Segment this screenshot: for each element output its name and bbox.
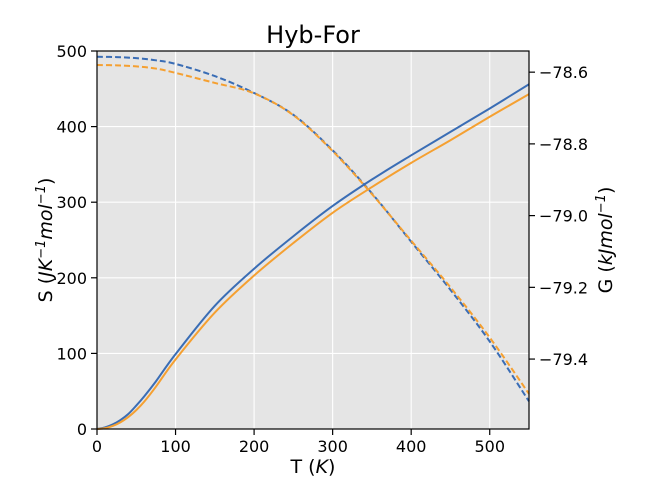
y-right-tick-label: −78.6: [539, 63, 588, 82]
y-axis-label-left-part: ): [35, 178, 57, 185]
y-axis-label-left-part: S (: [35, 277, 57, 303]
y-left-tick-label: 500: [56, 42, 87, 61]
y-axis-label-right-part: −1: [594, 194, 609, 213]
chart-title: Hyb-For: [266, 21, 360, 49]
x-tick-label: 100: [160, 437, 191, 456]
plot-frame: [96, 50, 530, 430]
series-line-4: [96, 63, 530, 395]
y-left-tick-label: 100: [56, 344, 87, 363]
x-tick-label: 300: [317, 437, 348, 456]
y-axis-label-right-part: G (: [595, 265, 617, 293]
plot-background: [97, 51, 529, 429]
x-axis-label-part: T (: [290, 456, 316, 478]
y-axis-label-right: G (kJmol−1): [594, 187, 618, 294]
grid: [96, 50, 529, 430]
series-line-1: [96, 83, 530, 430]
x-tick-label: 200: [239, 437, 270, 456]
y-right-tick-label: −79.0: [539, 207, 588, 226]
y-axis-label-left: S (JK−1mol−1): [34, 178, 58, 303]
y-axis-label-left-part: JK: [35, 257, 57, 281]
series-line-3: [96, 55, 530, 402]
x-axis-label-part: K: [316, 456, 330, 478]
x-axis-label-part: ): [328, 456, 335, 478]
x-tick-label: 500: [474, 437, 505, 456]
y-axis-label-right-part: kJmol: [595, 212, 617, 265]
y-right-tick-label: −79.4: [539, 350, 588, 369]
series-lines: [96, 55, 530, 430]
y-axis-label-left-part: −1: [34, 240, 49, 259]
y-axis-label-left-part: mol: [35, 203, 57, 239]
y-axis-label-right-part: ): [595, 187, 617, 194]
y-right-tick-label: −79.2: [539, 278, 588, 297]
x-tick-label: 0: [92, 437, 102, 456]
x-axis-label: T (K): [290, 456, 336, 478]
y-left-tick-label: 0: [77, 420, 87, 439]
y-right-tick-label: −78.8: [539, 135, 588, 154]
y-left-tick-label: 400: [56, 118, 87, 137]
y-left-tick-label: 300: [56, 193, 87, 212]
y-left-tick-label: 200: [56, 269, 87, 288]
ticks: 0 100 200 300 400 500 0 100 200 300 400 500 −79.4 −79…: [56, 42, 588, 456]
series-line-2: [96, 93, 530, 430]
y-axis-label-left-part: −1: [34, 185, 49, 204]
x-tick-label: 400: [396, 437, 427, 456]
